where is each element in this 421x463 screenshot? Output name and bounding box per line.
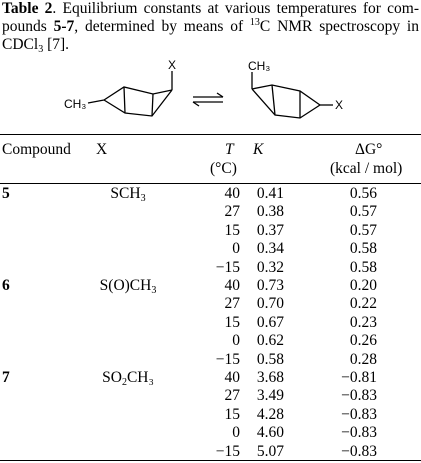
- k-cell: 5.07: [256, 442, 284, 460]
- temperature-cell: 15: [224, 313, 241, 331]
- delta-g-cell: 0.20: [349, 277, 377, 294]
- temperature-cell: −15: [215, 258, 240, 276]
- substituent-x: S(O)CH3: [96, 277, 160, 296]
- substituent-tail: CH₃: [126, 369, 154, 386]
- table-bottom-rule: [0, 460, 421, 461]
- header-delta-g-unit: (kcal / mol): [330, 160, 403, 177]
- k-cell: 3.49: [256, 387, 284, 405]
- table-caption: Table 2. Equilibrium constants at variou…: [2, 0, 419, 55]
- k-cell: 0.67: [256, 313, 284, 331]
- right-chair-conformer: [251, 72, 333, 119]
- temperature-cell: 0: [232, 424, 240, 442]
- right-axial-substituent: CH₃: [248, 59, 270, 73]
- temperature-cell: 15: [224, 221, 241, 239]
- delta-g-cell: 0.57: [349, 221, 377, 239]
- conformer-equilibrium-scheme: X CH₃ CH₃ X: [64, 58, 343, 119]
- header-temperature: T: [225, 141, 234, 158]
- header-temperature-unit: (°C): [210, 160, 237, 177]
- delta-g-cell: 0.56: [349, 185, 377, 202]
- temperature-cell: 27: [224, 203, 241, 221]
- caption-text-4: [7].: [43, 36, 70, 53]
- temperature-cell: 27: [224, 295, 241, 313]
- delta-g-cell: 0.58: [349, 240, 377, 258]
- k-cell: 0.62: [256, 332, 284, 350]
- k-cell: 0.38: [256, 203, 284, 221]
- delta-g-cell: −0.81: [341, 369, 377, 386]
- temperature-cell: 40: [224, 277, 241, 294]
- k-cell: 0.37: [256, 221, 284, 239]
- compound-number: 7: [2, 369, 10, 386]
- k-cell: 3.68: [256, 369, 284, 386]
- temperature-cell: 40: [224, 185, 241, 202]
- caption-text-3: C NMR spectroscopy in CDCl: [2, 18, 419, 53]
- delta-g-cell: −0.83: [341, 424, 377, 442]
- substituent-main: S(O)CH: [99, 277, 152, 294]
- delta-g-cell: 0.23: [349, 313, 377, 331]
- header-k: K: [253, 141, 264, 158]
- right-equatorial-substituent: X: [335, 98, 343, 112]
- caption-isotope: 13: [249, 17, 260, 28]
- substituent-subscript: 3: [151, 285, 157, 296]
- temperature-cell: 0: [232, 332, 240, 350]
- compound-number: 5: [2, 185, 10, 202]
- substituent-main: SO: [102, 369, 122, 386]
- delta-g-cell: −0.83: [341, 442, 377, 460]
- delta-g-cell: 0.28: [349, 350, 377, 368]
- k-cell: 0.58: [256, 350, 284, 368]
- caption-label: Table 2: [2, 0, 53, 17]
- header-compound: Compound: [2, 141, 71, 158]
- temperature-cell: 27: [224, 387, 241, 405]
- left-equatorial-substituent: CH₃: [64, 97, 86, 111]
- header-x: X: [96, 141, 108, 158]
- delta-g-cell: 0.58: [349, 258, 377, 276]
- table-header-rule: [0, 183, 421, 184]
- caption-compounds: 5-7: [53, 18, 75, 35]
- left-axial-substituent: X: [168, 58, 176, 72]
- caption-text-1: . Equilibrium constants at various tempe…: [2, 0, 419, 35]
- delta-g-cell: 0.22: [349, 295, 377, 313]
- table-top-rule: [0, 134, 421, 135]
- substituent-x: SCH3: [96, 185, 160, 204]
- compound-number: 6: [2, 277, 10, 294]
- delta-g-cell: −0.83: [341, 405, 377, 423]
- equilibrium-arrows: [192, 92, 224, 107]
- k-cell: 0.34: [256, 240, 284, 258]
- delta-g-cell: 0.57: [349, 203, 377, 221]
- temperature-cell: 15: [224, 405, 241, 423]
- substituent-subscript: 2: [121, 377, 127, 388]
- k-cell: 0.73: [256, 277, 284, 294]
- substituent-subscript: 3: [140, 193, 146, 204]
- k-cell: 0.32: [256, 258, 284, 276]
- caption-text-2: , determined by means of: [74, 18, 250, 35]
- temperature-cell: 40: [224, 369, 241, 386]
- k-cell: 4.28: [256, 405, 284, 423]
- delta-g-cell: 0.26: [349, 332, 377, 350]
- header-delta-g: ΔG°: [355, 141, 383, 158]
- k-cell: 0.41: [256, 185, 284, 202]
- substituent-main: SCH: [110, 185, 141, 202]
- substituent-x: SO2CH₃: [96, 369, 160, 388]
- caption-subscript: 3: [38, 44, 44, 55]
- temperature-cell: −15: [215, 442, 240, 460]
- temperature-cell: 0: [232, 240, 240, 258]
- k-cell: 0.70: [256, 295, 284, 313]
- delta-g-cell: −0.83: [341, 387, 377, 405]
- left-chair-conformer: [87, 71, 173, 117]
- temperature-cell: −15: [215, 350, 240, 368]
- k-cell: 4.60: [256, 424, 284, 442]
